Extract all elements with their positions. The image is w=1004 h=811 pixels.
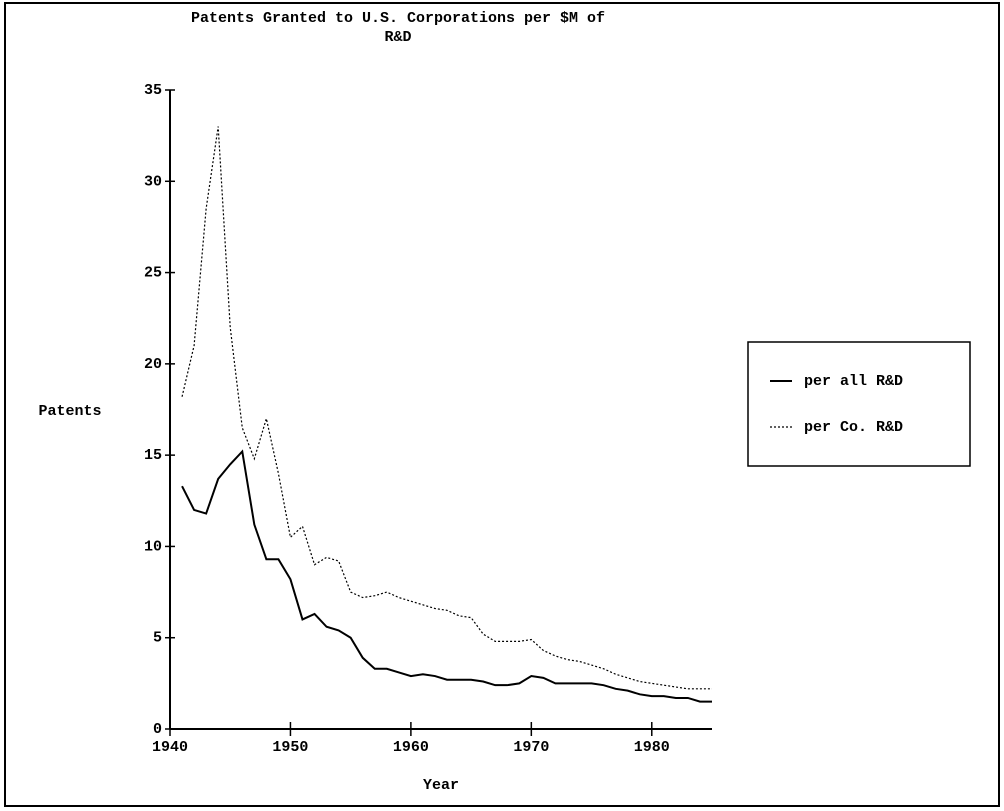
legend-box	[747, 341, 971, 467]
series-line	[181, 126, 712, 690]
legend-label: per all R&D	[804, 373, 903, 390]
y-axis-label: Patents	[38, 403, 101, 420]
y-tick-label: 5	[153, 630, 162, 647]
series-line	[181, 449, 712, 703]
y-tick-label: 20	[144, 356, 162, 373]
y-tick-label: 25	[144, 265, 162, 282]
y-tick-label: 15	[144, 447, 162, 464]
x-tick-label: 1950	[272, 739, 308, 756]
x-tick-label: 1980	[634, 739, 670, 756]
legend-label: per Co. R&D	[804, 419, 903, 436]
x-tick-label: 1940	[152, 739, 188, 756]
x-tick-label: 1970	[513, 739, 549, 756]
chart-title: R&D	[384, 29, 411, 46]
x-axis-label: Year	[423, 777, 459, 794]
x-tick-label: 1960	[393, 739, 429, 756]
y-tick-label: 30	[144, 173, 162, 190]
y-tick-label: 0	[153, 721, 162, 738]
y-tick-label: 10	[144, 538, 162, 555]
y-tick-label: 35	[144, 82, 162, 99]
chart-title: Patents Granted to U.S. Corporations per…	[191, 10, 605, 27]
